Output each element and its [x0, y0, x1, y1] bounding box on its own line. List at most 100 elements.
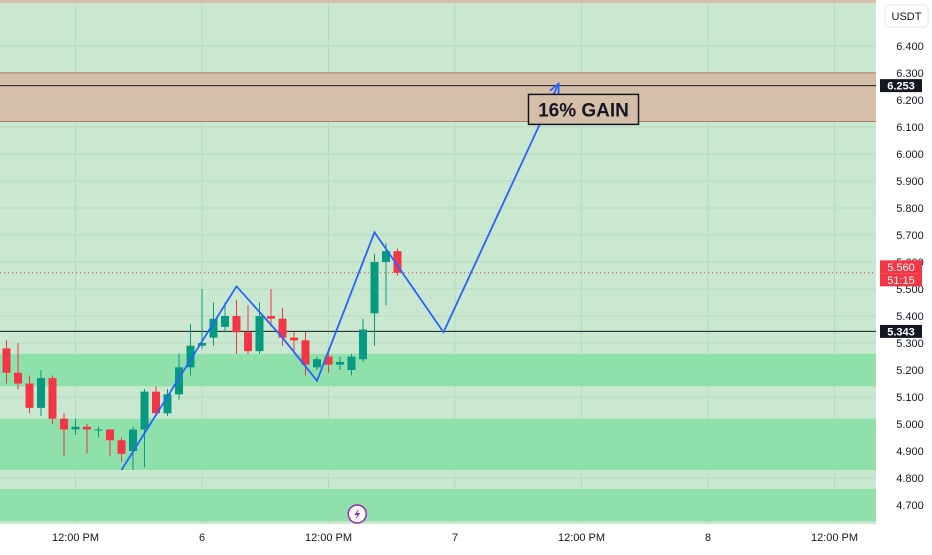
y-tick-label: 6.000	[896, 149, 924, 161]
candle-body	[175, 367, 183, 395]
x-tick-label: 6	[199, 532, 205, 544]
candle-body	[60, 418, 68, 430]
currency-label: USDT	[892, 11, 922, 23]
candle	[382, 243, 390, 306]
x-tick-label: 7	[452, 532, 458, 544]
time-axis-background	[0, 524, 876, 550]
price-label-bg	[880, 260, 922, 274]
lightning-icon[interactable]	[347, 504, 367, 524]
y-tick-label: 6.100	[896, 122, 924, 134]
x-tick-label: 12:00 PM	[811, 532, 858, 544]
candle-body	[140, 391, 149, 430]
candle-layer	[2, 243, 402, 470]
candle-body	[313, 359, 321, 368]
y-tick-label: 5.000	[896, 419, 924, 431]
candle	[25, 375, 34, 414]
candle-body	[255, 316, 264, 352]
candle-body	[370, 262, 379, 314]
candle	[140, 388, 149, 468]
lightning-icon-bolt	[354, 508, 361, 520]
candle	[152, 386, 160, 416]
candle-body	[267, 316, 275, 319]
candle-body	[48, 378, 57, 419]
y-tick-label: 6.300	[896, 68, 924, 80]
candle	[71, 418, 80, 435]
candle-body	[163, 394, 172, 414]
price-label-text: 51:15	[887, 275, 915, 287]
candle-body	[221, 316, 229, 327]
candle-body	[324, 356, 333, 365]
candle-body	[209, 318, 218, 338]
candle	[129, 426, 137, 470]
candle	[117, 437, 126, 462]
candle-body	[25, 383, 34, 408]
annotation-box	[527, 93, 640, 126]
candle-body	[359, 329, 367, 360]
candle	[48, 375, 57, 425]
candle-body	[106, 429, 114, 441]
candle	[232, 299, 241, 354]
x-tick-label: 12:00 PM	[558, 532, 605, 544]
candle	[301, 332, 310, 376]
projection-arrowhead	[549, 81, 560, 95]
candle-body	[393, 251, 402, 273]
y-tick-label: 5.700	[896, 230, 924, 242]
y-tick-label: 5.800	[896, 203, 924, 215]
price-label-text: 6.253	[887, 81, 915, 93]
candle-body	[336, 361, 344, 365]
price-label-bg	[880, 79, 922, 93]
x-tick-label: 8	[705, 532, 711, 544]
candle-body	[301, 340, 310, 365]
candle	[83, 424, 91, 454]
price-label-text: 5.560	[887, 262, 915, 274]
candle	[198, 289, 206, 349]
line-layer	[0, 85, 876, 332]
y-tick-label: 5.200	[896, 365, 924, 377]
candle-body	[71, 426, 80, 430]
candle	[14, 343, 22, 389]
projection-path	[120, 83, 560, 471]
y-tick-label: 5.100	[896, 392, 924, 404]
candle-body	[232, 316, 241, 333]
candle	[347, 353, 356, 376]
candle-body	[94, 429, 103, 431]
zone-resistance	[0, 72, 876, 122]
candle	[60, 413, 68, 457]
y-tick-label: 4.700	[896, 500, 924, 512]
x-tick-label: 12:00 PM	[305, 532, 352, 544]
price-label-bg	[880, 324, 922, 338]
candle	[221, 302, 229, 333]
candle	[370, 253, 379, 346]
candle	[336, 356, 344, 371]
y-tick-label: 5.500	[896, 284, 924, 296]
price-label-text: 5.343	[887, 326, 915, 338]
candle-body	[129, 429, 137, 452]
candle	[313, 356, 321, 371]
candle	[278, 307, 287, 346]
y-tick-label: 6.400	[896, 41, 924, 53]
candle-body	[382, 251, 390, 262]
y-tick-label: 5.400	[896, 311, 924, 323]
candle-body	[347, 356, 356, 371]
candle-body	[83, 426, 91, 430]
annotation-layer: 16% GAIN	[347, 93, 640, 524]
x-tick-label: 12:00 PM	[52, 532, 99, 544]
candle-body	[290, 337, 298, 341]
candle	[2, 340, 11, 384]
candle-body	[2, 348, 11, 373]
y-tick-label: 4.800	[896, 473, 924, 485]
candle-body	[152, 391, 160, 414]
candle	[244, 305, 252, 354]
candle-body	[278, 318, 287, 338]
projection-layer	[120, 81, 560, 471]
candle	[94, 426, 103, 438]
candle	[359, 318, 367, 362]
currency-button[interactable]: USDT	[884, 4, 929, 28]
zone-top-band	[0, 0, 876, 3]
zone-support-3	[0, 488, 876, 522]
candle-body	[198, 343, 206, 346]
annotation-gain-label: 16% GAIN	[538, 100, 629, 121]
